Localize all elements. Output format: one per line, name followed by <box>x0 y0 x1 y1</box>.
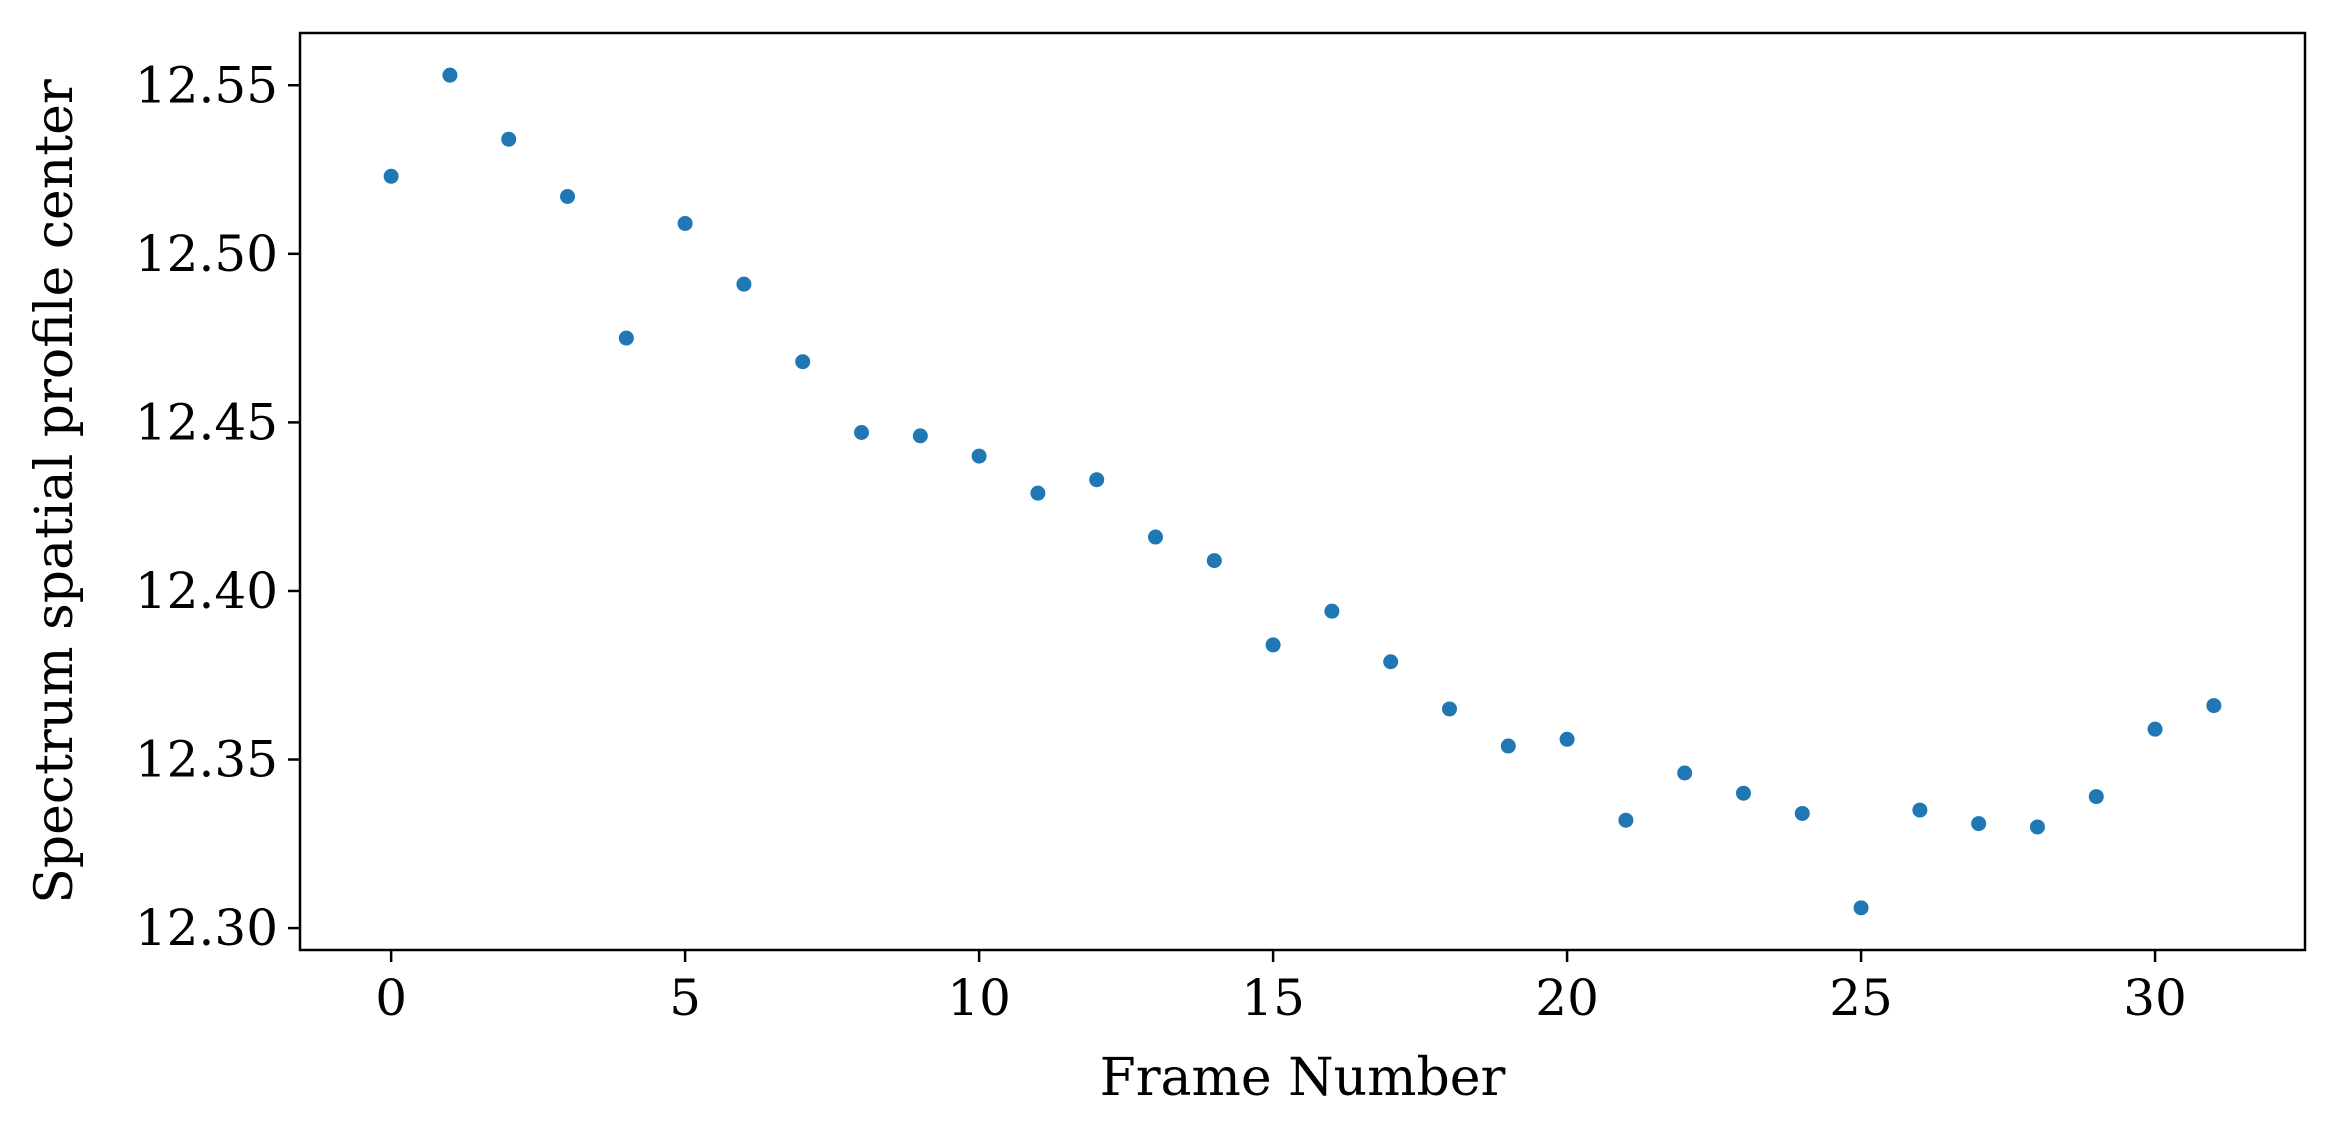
y-tick-label: 12.45 <box>135 393 278 451</box>
data-point <box>795 354 811 370</box>
y-tick-label: 12.55 <box>135 56 278 114</box>
data-point <box>736 276 752 292</box>
data-point <box>1324 603 1340 619</box>
data-point <box>677 215 693 231</box>
data-point <box>1618 812 1634 828</box>
x-tick-label: 15 <box>1241 969 1305 1027</box>
data-point <box>2029 819 2045 835</box>
plot-frame <box>298 31 2307 952</box>
data-point <box>501 131 517 147</box>
y-tick-label: 12.50 <box>135 225 278 283</box>
data-point <box>383 168 399 184</box>
data-point <box>1030 485 1046 501</box>
data-point <box>2206 698 2222 714</box>
y-tick-label: 12.35 <box>135 731 278 789</box>
x-tick-label: 30 <box>2123 969 2187 1027</box>
data-point <box>560 189 576 205</box>
x-tick-label: 20 <box>1535 969 1599 1027</box>
data-point <box>971 448 987 464</box>
data-point <box>1971 816 1987 832</box>
data-point <box>854 425 870 441</box>
data-point <box>1735 785 1751 801</box>
x-tick-label: 10 <box>947 969 1011 1027</box>
data-point <box>1500 738 1516 754</box>
data-point <box>1089 472 1105 488</box>
data-point <box>1677 765 1693 781</box>
data-point <box>2088 789 2104 805</box>
axis-ticks: 0 5 10 15 20 25 30 12.30 12.35 12.40 12.45 12.50 12.… <box>135 56 2187 1027</box>
data-point <box>1912 802 1928 818</box>
data-point <box>1441 701 1457 717</box>
x-tick-label: 0 <box>375 969 407 1027</box>
data-point <box>1206 553 1222 569</box>
data-points <box>383 67 2222 916</box>
data-point <box>1383 654 1399 670</box>
data-point <box>2147 721 2163 737</box>
x-axis-label: Frame Number <box>1100 1048 1506 1108</box>
x-tick-label: 5 <box>669 969 701 1027</box>
data-point <box>442 67 458 83</box>
y-tick-label: 12.40 <box>135 562 278 620</box>
y-tick-label: 12.30 <box>135 899 278 957</box>
data-point <box>1148 529 1164 545</box>
data-point <box>1265 637 1281 653</box>
data-point <box>1794 805 1810 821</box>
data-point <box>1853 900 1869 916</box>
x-tick-label: 25 <box>1829 969 1893 1027</box>
y-axis-label: Spectrum spatial profile center <box>25 79 85 904</box>
data-point <box>912 428 928 444</box>
data-point <box>618 330 634 346</box>
data-point <box>1559 731 1575 747</box>
